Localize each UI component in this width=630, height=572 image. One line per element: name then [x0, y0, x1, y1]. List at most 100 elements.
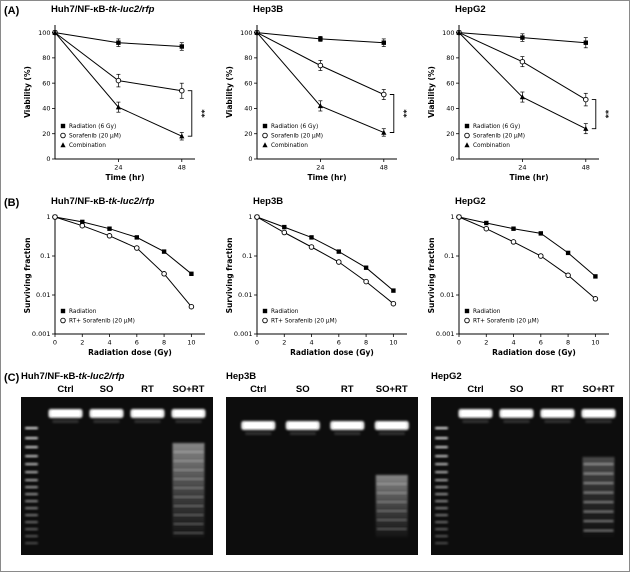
svg-text:Radiation dose (Gy): Radiation dose (Gy) [492, 348, 576, 357]
svg-text:4: 4 [107, 339, 111, 347]
svg-text:Radiation (6 Gy): Radiation (6 Gy) [473, 124, 520, 130]
svg-text:Sorafenib (20 μM): Sorafenib (20 μM) [271, 134, 323, 140]
svg-text:8: 8 [162, 339, 166, 347]
gel-block-1: Hep3B Ctrl SO RT SO+RT [226, 371, 425, 555]
svg-text:Combination: Combination [473, 143, 510, 149]
svg-text:0.1: 0.1 [444, 252, 454, 260]
svg-text:0.01: 0.01 [36, 291, 50, 299]
panel-b-charts-row: Huh7/NF-κB-tk-luc2/rfp 0 2 4 6 8 10 1 0.1 0.01 0.0… [21, 196, 629, 364]
lane-label: SO+RT [582, 384, 615, 395]
svg-text:20: 20 [244, 130, 252, 138]
svg-text:0: 0 [53, 339, 57, 347]
svg-text:Viability (%): Viability (%) [427, 66, 436, 118]
panel-b: (B) Huh7/NF-κB-tk-luc2/rfp 0 2 4 6 8 10 1 0.1 0.0… [4, 196, 629, 364]
svg-text:24: 24 [114, 164, 122, 172]
svg-text:6: 6 [135, 339, 139, 347]
svg-text:2: 2 [484, 339, 488, 347]
svg-text:2: 2 [80, 339, 84, 347]
svg-text:**: ** [197, 109, 206, 118]
chart-title: Hep3B [253, 4, 284, 15]
line-chart: 24 48 0 20 40 60 80 100 Time (hr) Viability (%) Ra… [427, 25, 610, 182]
chart-block-b-5: HepG2 0 2 4 6 8 10 1 0.1 0.01 0.001 Radiation dose … [425, 196, 627, 364]
svg-text:0: 0 [46, 155, 50, 163]
line-chart: 0 2 4 6 8 10 1 0.1 0.01 0.001 Radiation dose (Gy) S… [427, 213, 609, 357]
svg-text:Time (hr): Time (hr) [105, 173, 144, 182]
svg-text:0.1: 0.1 [242, 252, 252, 260]
gel-electrophoresis-image [226, 397, 418, 555]
svg-text:24: 24 [316, 164, 324, 172]
svg-text:6: 6 [337, 339, 341, 347]
svg-text:Radiation (6 Gy): Radiation (6 Gy) [69, 124, 116, 130]
svg-text:6: 6 [539, 339, 543, 347]
svg-text:Surviving fraction: Surviving fraction [225, 238, 234, 314]
svg-text:0: 0 [255, 339, 259, 347]
svg-text:Time (hr): Time (hr) [307, 173, 346, 182]
panel-b-label: (B) [4, 197, 20, 209]
gel-electrophoresis-image [21, 397, 213, 555]
chart-title: Huh7/NF-κB-tk-luc2/rfp [51, 4, 155, 15]
svg-text:40: 40 [42, 105, 50, 113]
svg-text:40: 40 [446, 105, 454, 113]
panel-a: (A) Huh7/NF-κB-tk-luc2/rfp 24 48 0 20 40 60 80 1… [4, 4, 629, 189]
gel-block-2: HepG2 Ctrl SO RT SO+RT [431, 371, 629, 555]
svg-text:10: 10 [591, 339, 599, 347]
lane-label: RT [141, 384, 154, 395]
svg-text:0: 0 [248, 155, 252, 163]
lane-label: Ctrl [57, 384, 74, 395]
line-chart: 0 2 4 6 8 10 1 0.1 0.01 0.001 Radiation dose (Gy) S… [23, 213, 205, 357]
svg-text:Viability (%): Viability (%) [225, 66, 234, 118]
svg-text:Radiation (6 Gy): Radiation (6 Gy) [271, 124, 318, 130]
lane-label: RT [551, 384, 564, 395]
svg-text:100: 100 [38, 29, 50, 37]
svg-text:48: 48 [582, 164, 590, 172]
svg-text:RT+ Sorafenib (20 μM): RT+ Sorafenib (20 μM) [271, 319, 337, 325]
lane-label: SO+RT [375, 384, 408, 395]
svg-text:48: 48 [380, 164, 388, 172]
panel-c-label: (C) [4, 372, 20, 384]
svg-text:60: 60 [446, 79, 454, 87]
svg-text:80: 80 [446, 54, 454, 62]
svg-text:Sorafenib (20 μM): Sorafenib (20 μM) [69, 134, 121, 140]
svg-text:60: 60 [244, 79, 252, 87]
lane-label: RT [340, 384, 354, 395]
svg-text:80: 80 [42, 54, 50, 62]
svg-text:RT+ Sorafenib (20 μM): RT+ Sorafenib (20 μM) [473, 319, 539, 325]
svg-text:Sorafenib (20 μM): Sorafenib (20 μM) [473, 134, 525, 140]
svg-text:Radiation: Radiation [473, 309, 501, 315]
svg-text:0: 0 [450, 155, 454, 163]
svg-text:Time (hr): Time (hr) [509, 173, 548, 182]
panel-c-gels-row: Huh7/NF-κB-tk-luc2/rfp Ctrl SO RT SO+RT Hep3B… [21, 371, 629, 555]
svg-text:0.01: 0.01 [238, 291, 252, 299]
svg-text:Radiation: Radiation [69, 309, 97, 315]
lane-label: Ctrl [467, 384, 484, 395]
lane-labels-row: Ctrl SO RT SO+RT [431, 384, 623, 397]
svg-text:20: 20 [42, 130, 50, 138]
chart-block-b-4: Hep3B 0 2 4 6 8 10 1 0.1 0.01 0.001 Radiation dose … [223, 196, 425, 364]
chart-block-a-0: Huh7/NF-κB-tk-luc2/rfp 24 48 0 20 40 60 80 100 Ti… [21, 4, 223, 189]
chart-block-a-1: Hep3B 24 48 0 20 40 60 80 100 Time (hr) Viability … [223, 4, 425, 189]
gel-electrophoresis-image [431, 397, 623, 555]
svg-text:10: 10 [389, 339, 397, 347]
svg-text:Surviving fraction: Surviving fraction [427, 238, 436, 314]
svg-text:1: 1 [46, 213, 50, 221]
chart-title: HepG2 [455, 4, 486, 15]
svg-text:48: 48 [178, 164, 186, 172]
svg-text:**: ** [601, 110, 610, 119]
svg-text:100: 100 [442, 29, 454, 37]
line-chart: 0 2 4 6 8 10 1 0.1 0.01 0.001 Radiation dose (Gy) S… [225, 213, 407, 357]
svg-text:0.001: 0.001 [436, 330, 455, 338]
svg-text:0.1: 0.1 [40, 252, 50, 260]
svg-text:100: 100 [240, 29, 252, 37]
lane-label: SO [295, 384, 310, 395]
svg-text:Radiation dose (Gy): Radiation dose (Gy) [88, 348, 172, 357]
chart-title: HepG2 [431, 371, 462, 382]
svg-text:4: 4 [309, 339, 313, 347]
lane-label: Ctrl [250, 384, 267, 395]
svg-text:Combination: Combination [69, 143, 106, 149]
svg-text:0: 0 [457, 339, 461, 347]
svg-text:Radiation: Radiation [271, 309, 299, 315]
lane-labels-row: Ctrl SO RT SO+RT [21, 384, 213, 397]
line-chart: 24 48 0 20 40 60 80 100 Time (hr) Viability (%) Ra… [23, 25, 206, 182]
chart-title: Hep3B [253, 196, 284, 207]
chart-title: Huh7/NF-κB-tk-luc2/rfp [51, 196, 155, 207]
